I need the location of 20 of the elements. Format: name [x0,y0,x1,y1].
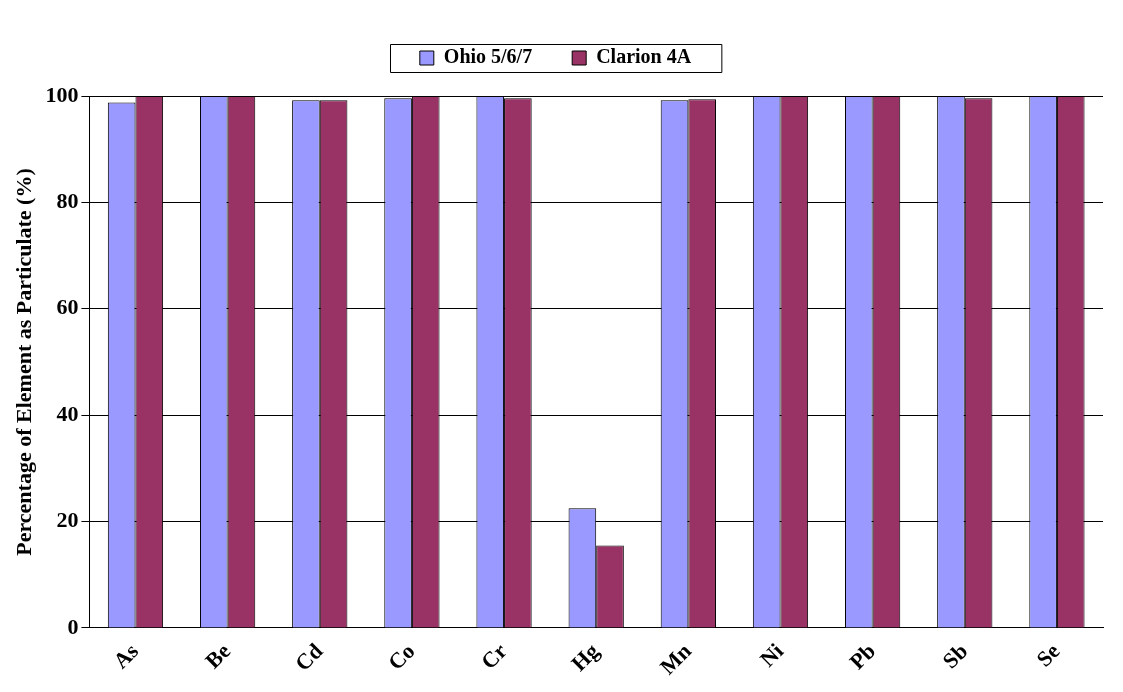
x-tick-label: Sb [937,638,973,674]
legend-label: Ohio 5/6/7 [443,45,533,68]
y-tick-label: 80 [56,188,79,214]
x-tick-label: Cr [475,638,512,675]
x-tick-label: Hg [566,638,604,676]
y-tick-label: 60 [56,294,79,320]
x-tick-label: Co [382,638,420,675]
y-tick-label: 100 [45,81,79,107]
x-tick-label: As [108,637,144,674]
x-tick-label: Pb [844,638,881,675]
y-tick-label: 40 [56,400,79,426]
y-tick-label: 0 [67,613,79,639]
x-tick-label: Ni [754,638,789,672]
x-tick-label: Mn [654,638,696,680]
legend-label: Clarion 4A [596,45,692,68]
x-tick-label: Cd [289,638,328,676]
y-axis-title: Percentage of Element as Particulate (%) [10,168,36,556]
x-tick-label: Se [1031,638,1065,672]
y-tick-label: 20 [56,507,79,533]
x-tick-label: Be [200,638,236,674]
